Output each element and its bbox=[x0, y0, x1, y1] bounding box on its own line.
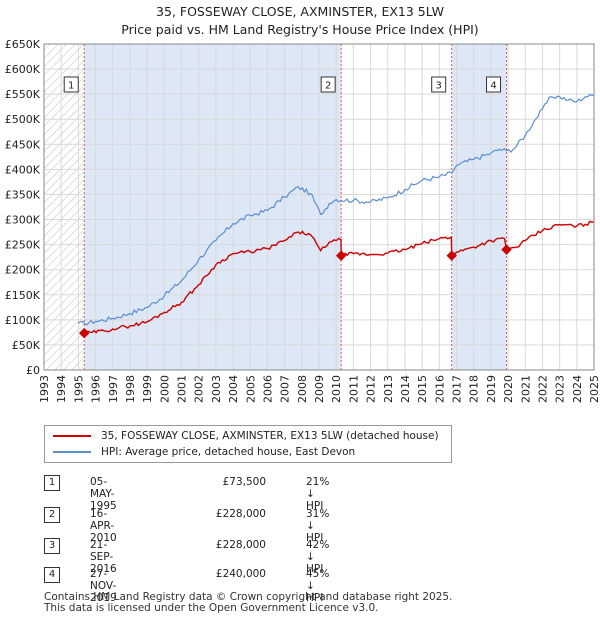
sale-label-box bbox=[486, 76, 502, 93]
footer-licence: This data is licensed under the Open Gov… bbox=[44, 602, 379, 614]
y-tick-label: £100K bbox=[5, 314, 41, 327]
chart-title-line1: 35, FOSSEWAY CLOSE, AXMINSTER, EX13 5LW bbox=[156, 4, 444, 19]
sale-point bbox=[335, 250, 347, 261]
transaction-date: 27-NOV-2019 bbox=[90, 568, 117, 604]
legend-item-hpi: HPI: Average price, detached house, East… bbox=[53, 445, 355, 459]
x-tick-label: 2004 bbox=[227, 375, 240, 403]
x-tick-label: 1994 bbox=[55, 375, 68, 403]
sale-label: 2 bbox=[325, 81, 331, 92]
x-tick-label: 2003 bbox=[210, 375, 223, 403]
y-tick-label: £300K bbox=[5, 214, 41, 227]
transaction-hpi-diff: 45% ↓ HPI bbox=[306, 568, 330, 604]
hpi-series-line bbox=[77, 93, 595, 326]
transaction-number: 1 bbox=[44, 475, 60, 491]
x-tick-label: 2015 bbox=[416, 375, 429, 403]
y-tick-label: £500K bbox=[5, 113, 41, 126]
y-tick-label: £350K bbox=[5, 188, 41, 201]
x-tick-label: 1996 bbox=[90, 375, 103, 403]
x-tick-label: 2005 bbox=[244, 375, 257, 403]
x-tick-label: 2019 bbox=[485, 375, 498, 403]
footer-copyright: Contains HM Land Registry data © Crown c… bbox=[44, 591, 453, 603]
legend-label-hpi: HPI: Average price, detached house, East… bbox=[101, 446, 356, 458]
legend-swatch-hpi bbox=[53, 451, 91, 453]
x-tick-label: 2016 bbox=[433, 375, 446, 403]
legend-label-property: 35, FOSSEWAY CLOSE, AXMINSTER, EX13 5LW … bbox=[101, 430, 439, 442]
sale-label: 1 bbox=[68, 81, 74, 92]
transaction-date: 16-APR-2010 bbox=[90, 508, 117, 544]
legend: 35, FOSSEWAY CLOSE, AXMINSTER, EX13 5LW … bbox=[44, 425, 452, 463]
transaction-price: £240,000 bbox=[215, 568, 266, 580]
y-tick-label: £200K bbox=[5, 264, 41, 277]
transaction-price: £228,000 bbox=[215, 539, 266, 551]
transaction-number: 2 bbox=[44, 507, 60, 523]
transaction-hpi-diff: 21% ↓ HPI bbox=[306, 476, 330, 512]
x-tick-label: 2010 bbox=[330, 375, 343, 403]
x-tick-label: 1997 bbox=[107, 375, 120, 403]
x-tick-label: 2024 bbox=[571, 375, 584, 403]
y-tick-label: £0 bbox=[26, 364, 40, 377]
x-tick-label: 2009 bbox=[313, 375, 326, 403]
x-tick-label: 2017 bbox=[451, 375, 464, 403]
x-tick-label: 1999 bbox=[141, 375, 154, 403]
hatched-region bbox=[44, 44, 84, 370]
sale-label: 4 bbox=[490, 81, 496, 92]
transaction-date: 21-SEP-2016 bbox=[90, 539, 117, 575]
x-tick-label: 2012 bbox=[365, 375, 378, 403]
x-tick-label: 2001 bbox=[176, 375, 189, 403]
x-tick-label: 2008 bbox=[296, 375, 309, 403]
y-tick-label: £50K bbox=[12, 339, 41, 352]
x-tick-label: 1995 bbox=[72, 375, 85, 403]
y-tick-label: £250K bbox=[5, 239, 41, 252]
legend-item-property: 35, FOSSEWAY CLOSE, AXMINSTER, EX13 5LW … bbox=[53, 429, 439, 443]
x-tick-label: 2007 bbox=[279, 375, 292, 403]
highlight-band bbox=[84, 44, 342, 370]
x-tick-label: 2025 bbox=[588, 375, 600, 403]
transaction-number: 4 bbox=[44, 567, 60, 583]
y-tick-label: £650K bbox=[5, 38, 41, 51]
transaction-price: £73,500 bbox=[222, 476, 266, 488]
x-tick-label: 2023 bbox=[554, 375, 567, 403]
x-tick-label: 2006 bbox=[261, 375, 274, 403]
y-tick-label: £600K bbox=[5, 63, 41, 76]
legend-swatch-property bbox=[53, 435, 91, 437]
x-tick-label: 2002 bbox=[193, 375, 206, 403]
sale-label: 3 bbox=[436, 81, 442, 92]
transaction-number: 3 bbox=[44, 538, 60, 554]
y-tick-label: £550K bbox=[5, 88, 41, 101]
sale-point bbox=[501, 244, 512, 255]
transaction-hpi-diff: 31% ↓ HPI bbox=[306, 508, 330, 544]
x-tick-label: 2014 bbox=[399, 375, 412, 403]
highlight-band bbox=[451, 44, 507, 370]
x-tick-label: 1998 bbox=[124, 375, 137, 403]
price-chart: £0 £50K £100K £150K £200K £250K £300K £350K £400… bbox=[5, 38, 600, 403]
transaction-hpi-diff: 42% ↓ HPI bbox=[306, 539, 330, 575]
x-tick-label: 2011 bbox=[347, 375, 360, 403]
chart-title-line2: Price paid vs. HM Land Registry's House … bbox=[121, 22, 479, 37]
y-tick-label: £150K bbox=[5, 289, 41, 302]
transaction-price: £228,000 bbox=[215, 508, 266, 520]
y-tick-label: £450K bbox=[5, 138, 41, 151]
x-tick-label: 2021 bbox=[519, 375, 532, 403]
sale-label-box bbox=[431, 76, 447, 93]
plot-frame bbox=[43, 43, 595, 371]
transaction-date: 05-MAY-1995 bbox=[90, 476, 117, 512]
sale-label-box bbox=[63, 76, 79, 93]
x-tick-label: 2013 bbox=[382, 375, 395, 403]
x-tick-label: 1993 bbox=[38, 375, 51, 403]
x-tick-label: 2020 bbox=[502, 375, 515, 403]
x-tick-label: 2000 bbox=[158, 375, 171, 403]
x-tick-label: 2018 bbox=[468, 375, 481, 403]
sale-label-box bbox=[320, 76, 336, 93]
y-tick-label: £400K bbox=[5, 163, 41, 176]
x-tick-label: 2022 bbox=[536, 375, 549, 403]
sale-point bbox=[446, 250, 457, 261]
sale-point bbox=[79, 327, 90, 339]
